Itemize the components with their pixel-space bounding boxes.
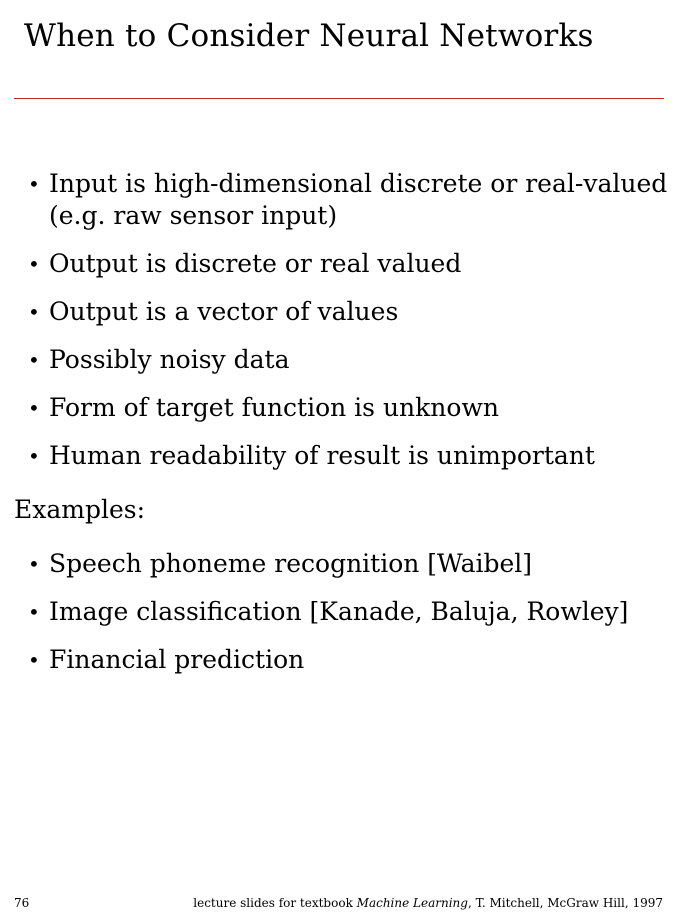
credit-book-title: Machine Learning [356, 896, 468, 910]
criteria-text: Output is a vector of values [49, 297, 399, 326]
slide-title: When to Consider Neural Networks [24, 18, 594, 54]
criteria-text: Output is discrete or real valued [49, 249, 462, 278]
criteria-text: Human readability of result is unimporta… [49, 441, 595, 470]
credit-prefix: lecture slides for textbook [193, 896, 357, 910]
list-item: • Speech phoneme recognition [Waibel] [28, 548, 628, 580]
bullet-icon: • [28, 552, 40, 576]
list-item: • Image classification [Kanade, Baluja, … [28, 596, 628, 628]
bullet-icon: • [28, 252, 40, 276]
bullet-icon: • [28, 396, 40, 420]
bullet-icon: • [28, 648, 40, 672]
criteria-text-continued: (e.g. raw sensor input) [49, 201, 338, 230]
bullet-icon: • [28, 300, 40, 324]
example-text: Image classification [Kanade, Baluja, Ro… [49, 597, 629, 626]
list-item: • Input is high-dimensional discrete or … [28, 168, 667, 232]
bullet-icon: • [28, 600, 40, 624]
bullet-icon: • [28, 172, 40, 196]
page-number: 76 [14, 896, 30, 910]
list-item: • Human readability of result is unimpor… [28, 440, 667, 472]
criteria-list: • Input is high-dimensional discrete or … [28, 168, 667, 488]
list-item: • Financial prediction [28, 644, 628, 676]
credit-suffix: , T. Mitchell, McGraw Hill, 1997 [467, 896, 663, 910]
criteria-text: Possibly noisy data [49, 345, 290, 374]
examples-list: • Speech phoneme recognition [Waibel] • … [28, 548, 628, 692]
criteria-text: Form of target function is unknown [49, 393, 499, 422]
example-text: Financial prediction [49, 645, 305, 674]
list-item: • Output is a vector of values [28, 296, 667, 328]
bullet-icon: • [28, 348, 40, 372]
criteria-text: Input is high-dimensional discrete or re… [49, 169, 668, 198]
title-divider [14, 98, 664, 99]
examples-heading: Examples: [14, 495, 146, 524]
list-item: • Output is discrete or real valued [28, 248, 667, 280]
list-item: • Form of target function is unknown [28, 392, 667, 424]
footer-credit: lecture slides for textbook Machine Lear… [193, 896, 663, 910]
example-text: Speech phoneme recognition [Waibel] [49, 549, 533, 578]
list-item: • Possibly noisy data [28, 344, 667, 376]
bullet-icon: • [28, 444, 40, 468]
